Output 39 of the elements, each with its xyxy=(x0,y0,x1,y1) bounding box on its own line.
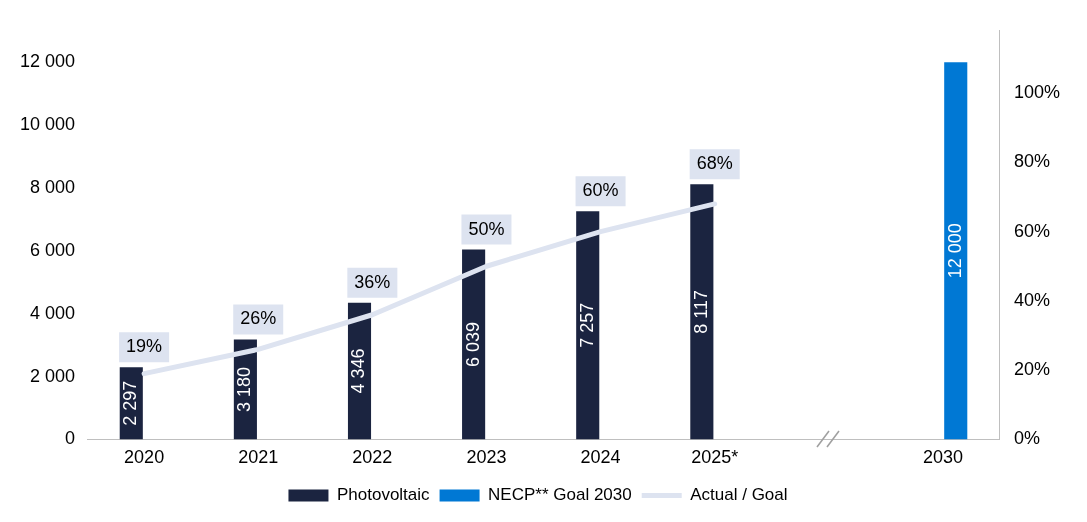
bar xyxy=(944,62,968,440)
x-tick-label: 2024 xyxy=(580,447,621,468)
legend-label: Photovoltaic xyxy=(336,485,431,505)
y-tick-label: 12 000 xyxy=(19,51,76,72)
y2-tick-label: 60% xyxy=(1013,220,1050,241)
y2-tick-label: 0% xyxy=(1013,428,1040,449)
y2-tick-label: 40% xyxy=(1013,289,1050,310)
x-tick-label: 2025* xyxy=(691,447,739,468)
y-tick-label: 2 000 xyxy=(30,365,76,386)
bar xyxy=(576,211,600,440)
data-label: 60% xyxy=(582,180,619,201)
y-tick-label: 6 000 xyxy=(30,239,76,260)
x-tick-label: 2030 xyxy=(922,447,963,468)
legend-label: NECP** Goal 2030 xyxy=(488,485,632,505)
data-label: 4 346 xyxy=(348,348,369,394)
y2-tick-label: 20% xyxy=(1013,359,1050,380)
y2-tick-label: 80% xyxy=(1013,151,1050,172)
data-label: 2 297 xyxy=(120,380,141,426)
bar xyxy=(690,184,714,440)
data-label: 7 257 xyxy=(576,302,597,348)
x-tick-label: 2022 xyxy=(352,447,393,468)
legend-label: Actual / Goal xyxy=(690,485,788,505)
y2-tick-label: 100% xyxy=(1013,82,1061,103)
data-label: 8 117 xyxy=(690,289,711,334)
data-label: 26% xyxy=(240,308,277,329)
y-tick-label: 8 000 xyxy=(30,176,76,197)
data-label: 50% xyxy=(468,218,505,239)
data-label: 6 039 xyxy=(462,321,483,368)
data-label: 36% xyxy=(354,271,391,292)
data-label: 3 180 xyxy=(234,366,255,412)
y-tick-label: 0 xyxy=(65,428,76,449)
data-label: 68% xyxy=(696,153,733,174)
data-label: 19% xyxy=(126,336,163,357)
x-tick-label: 2021 xyxy=(238,447,279,468)
x-tick-label: 2023 xyxy=(466,447,507,468)
data-label: 12 000 xyxy=(944,223,965,279)
y-tick-label: 4 000 xyxy=(30,302,76,323)
x-tick-label: 2020 xyxy=(124,447,165,468)
y-tick-label: 10 000 xyxy=(19,114,76,135)
